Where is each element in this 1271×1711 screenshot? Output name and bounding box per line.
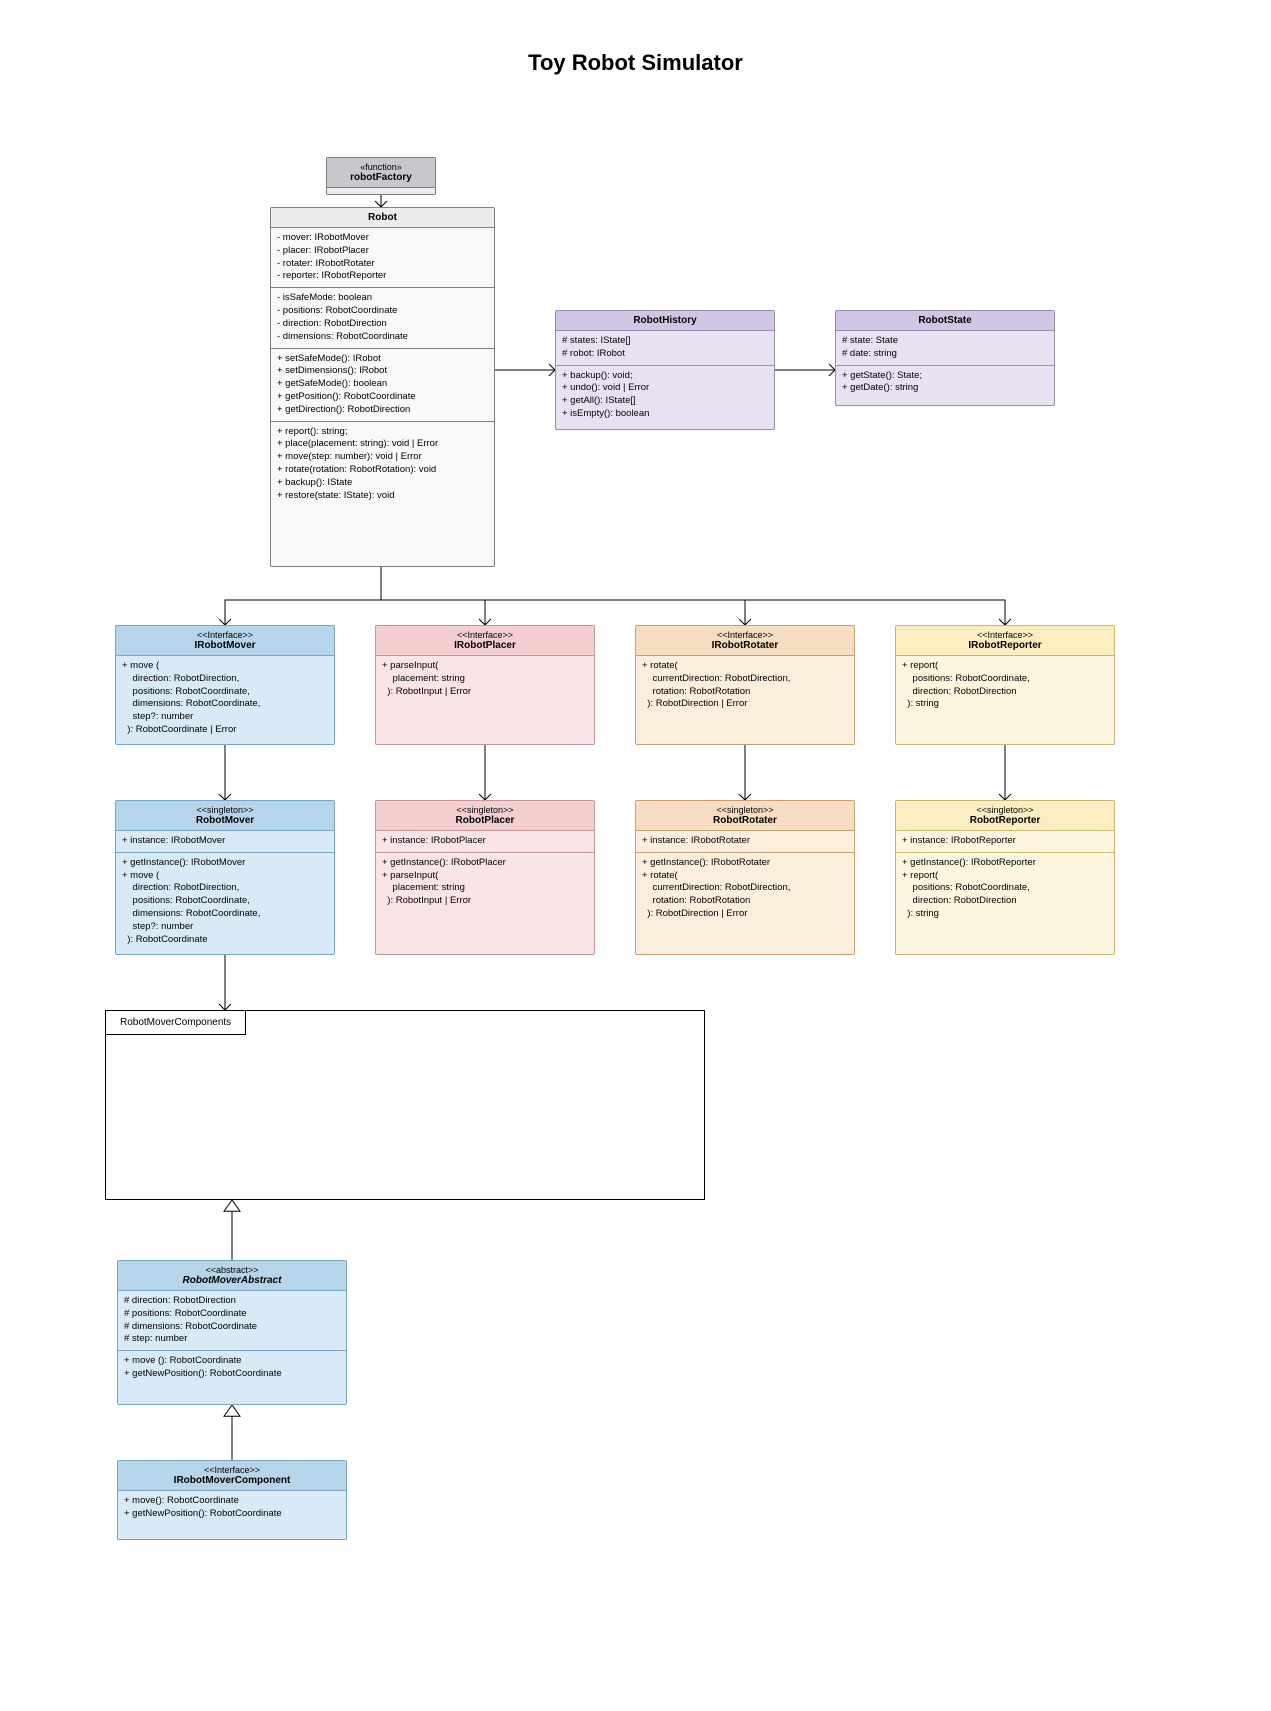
class-box-IRobotReporter: <<Interface>>IRobotReporter+ report( pos… [895, 625, 1115, 745]
class-header: <<singleton>>RobotReporter [896, 801, 1114, 831]
class-box-IRobotPlacer: <<Interface>>IRobotPlacer+ parseInput( p… [375, 625, 595, 745]
component-frame: RobotMoverComponents [105, 1010, 705, 1200]
class-name: RobotMoverAbstract [124, 1275, 340, 1286]
class-section: + instance: IRobotMover [116, 831, 334, 853]
class-section: # state: State # date: string [836, 331, 1054, 366]
class-header: RobotHistory [556, 311, 774, 331]
class-name: Robot [277, 212, 488, 223]
class-section: + getState(): State; + getDate(): string [836, 366, 1054, 400]
class-name: RobotPlacer [382, 815, 588, 826]
class-section: + setSafeMode(): IRobot + setDimensions(… [271, 349, 494, 422]
class-header: <<singleton>>RobotMover [116, 801, 334, 831]
class-box-RobotMover: <<singleton>>RobotMover+ instance: IRobo… [115, 800, 335, 955]
class-header: «function»robotFactory [327, 158, 435, 188]
class-section: + instance: IRobotRotater [636, 831, 854, 853]
class-header: <<singleton>>RobotPlacer [376, 801, 594, 831]
class-section: # direction: RobotDirection # positions:… [118, 1291, 346, 1351]
class-section: + move(): RobotCoordinate + getNewPositi… [118, 1491, 346, 1525]
stereotype-label: <<singleton>> [382, 805, 588, 815]
class-box-IRobotMover: <<Interface>>IRobotMover+ move ( directi… [115, 625, 335, 745]
class-name: RobotState [842, 315, 1048, 326]
class-section: + getInstance(): IRobotRotater + rotate(… [636, 853, 854, 925]
class-section: + move (): RobotCoordinate + getNewPosit… [118, 1351, 346, 1385]
class-section: + instance: IRobotReporter [896, 831, 1114, 853]
component-frame-label: RobotMoverComponents [105, 1010, 246, 1035]
class-box-RobotHistory: RobotHistory # states: IState[] # robot: … [555, 310, 775, 430]
class-section: + backup(): void; + undo(): void | Error… [556, 366, 774, 425]
class-section: + getInstance(): IRobotMover + move ( di… [116, 853, 334, 951]
class-name: IRobotMover [122, 640, 328, 651]
class-name: RobotMover [122, 815, 328, 826]
class-box-RobotMoverAbstract: <<abstract>>RobotMoverAbstract# directio… [117, 1260, 347, 1405]
class-name: IRobotMoverComponent [124, 1475, 340, 1486]
stereotype-label: <<singleton>> [642, 805, 848, 815]
class-box-RobotPlacer: <<singleton>>RobotPlacer+ instance: IRob… [375, 800, 595, 955]
class-section: - isSafeMode: boolean - positions: Robot… [271, 288, 494, 348]
stereotype-label: <<abstract>> [124, 1265, 340, 1275]
class-name: robotFactory [333, 172, 429, 183]
class-header: Robot [271, 208, 494, 228]
class-box-IRobotMoverComponent: <<Interface>>IRobotMoverComponent+ move(… [117, 1460, 347, 1540]
stereotype-label: <<Interface>> [124, 1465, 340, 1475]
class-box-Robot: Robot - mover: IRobotMover - placer: IRob… [270, 207, 495, 567]
class-name: IRobotPlacer [382, 640, 588, 651]
page-title: Toy Robot Simulator [0, 50, 1271, 76]
class-box-RobotState: RobotState # state: State # date: string+… [835, 310, 1055, 406]
class-header: RobotState [836, 311, 1054, 331]
class-header: <<Interface>>IRobotMoverComponent [118, 1461, 346, 1491]
stereotype-label: «function» [333, 162, 429, 172]
class-name: RobotReporter [902, 815, 1108, 826]
stereotype-label: <<Interface>> [122, 630, 328, 640]
stereotype-label: <<singleton>> [902, 805, 1108, 815]
class-section: - mover: IRobotMover - placer: IRobotPla… [271, 228, 494, 288]
stereotype-label: <<Interface>> [382, 630, 588, 640]
class-section: + move ( direction: RobotDirection, posi… [116, 656, 334, 741]
stereotype-label: <<Interface>> [902, 630, 1108, 640]
class-section: + parseInput( placement: string ): Robot… [376, 656, 594, 702]
class-box-robotFactory: «function»robotFactory [326, 157, 436, 195]
stereotype-label: <<Interface>> [642, 630, 848, 640]
class-header: <<Interface>>IRobotMover [116, 626, 334, 656]
class-section: + rotate( currentDirection: RobotDirecti… [636, 656, 854, 715]
class-section: + report( positions: RobotCoordinate, di… [896, 656, 1114, 715]
stereotype-label: <<singleton>> [122, 805, 328, 815]
class-section: + getInstance(): IRobotPlacer + parseInp… [376, 853, 594, 912]
class-section: # states: IState[] # robot: IRobot [556, 331, 774, 366]
class-section: + instance: IRobotPlacer [376, 831, 594, 853]
class-name: IRobotReporter [902, 640, 1108, 651]
class-header: <<singleton>>RobotRotater [636, 801, 854, 831]
class-box-RobotReporter: <<singleton>>RobotReporter+ instance: IR… [895, 800, 1115, 955]
class-name: RobotHistory [562, 315, 768, 326]
class-box-IRobotRotater: <<Interface>>IRobotRotater+ rotate( curr… [635, 625, 855, 745]
class-section: + getInstance(): IRobotReporter + report… [896, 853, 1114, 925]
class-header: <<Interface>>IRobotRotater [636, 626, 854, 656]
class-name: RobotRotater [642, 815, 848, 826]
class-section: + report(): string; + place(placement: s… [271, 422, 494, 507]
class-name: IRobotRotater [642, 640, 848, 651]
class-box-RobotRotater: <<singleton>>RobotRotater+ instance: IRo… [635, 800, 855, 955]
class-header: <<Interface>>IRobotPlacer [376, 626, 594, 656]
class-header: <<abstract>>RobotMoverAbstract [118, 1261, 346, 1291]
class-header: <<Interface>>IRobotReporter [896, 626, 1114, 656]
